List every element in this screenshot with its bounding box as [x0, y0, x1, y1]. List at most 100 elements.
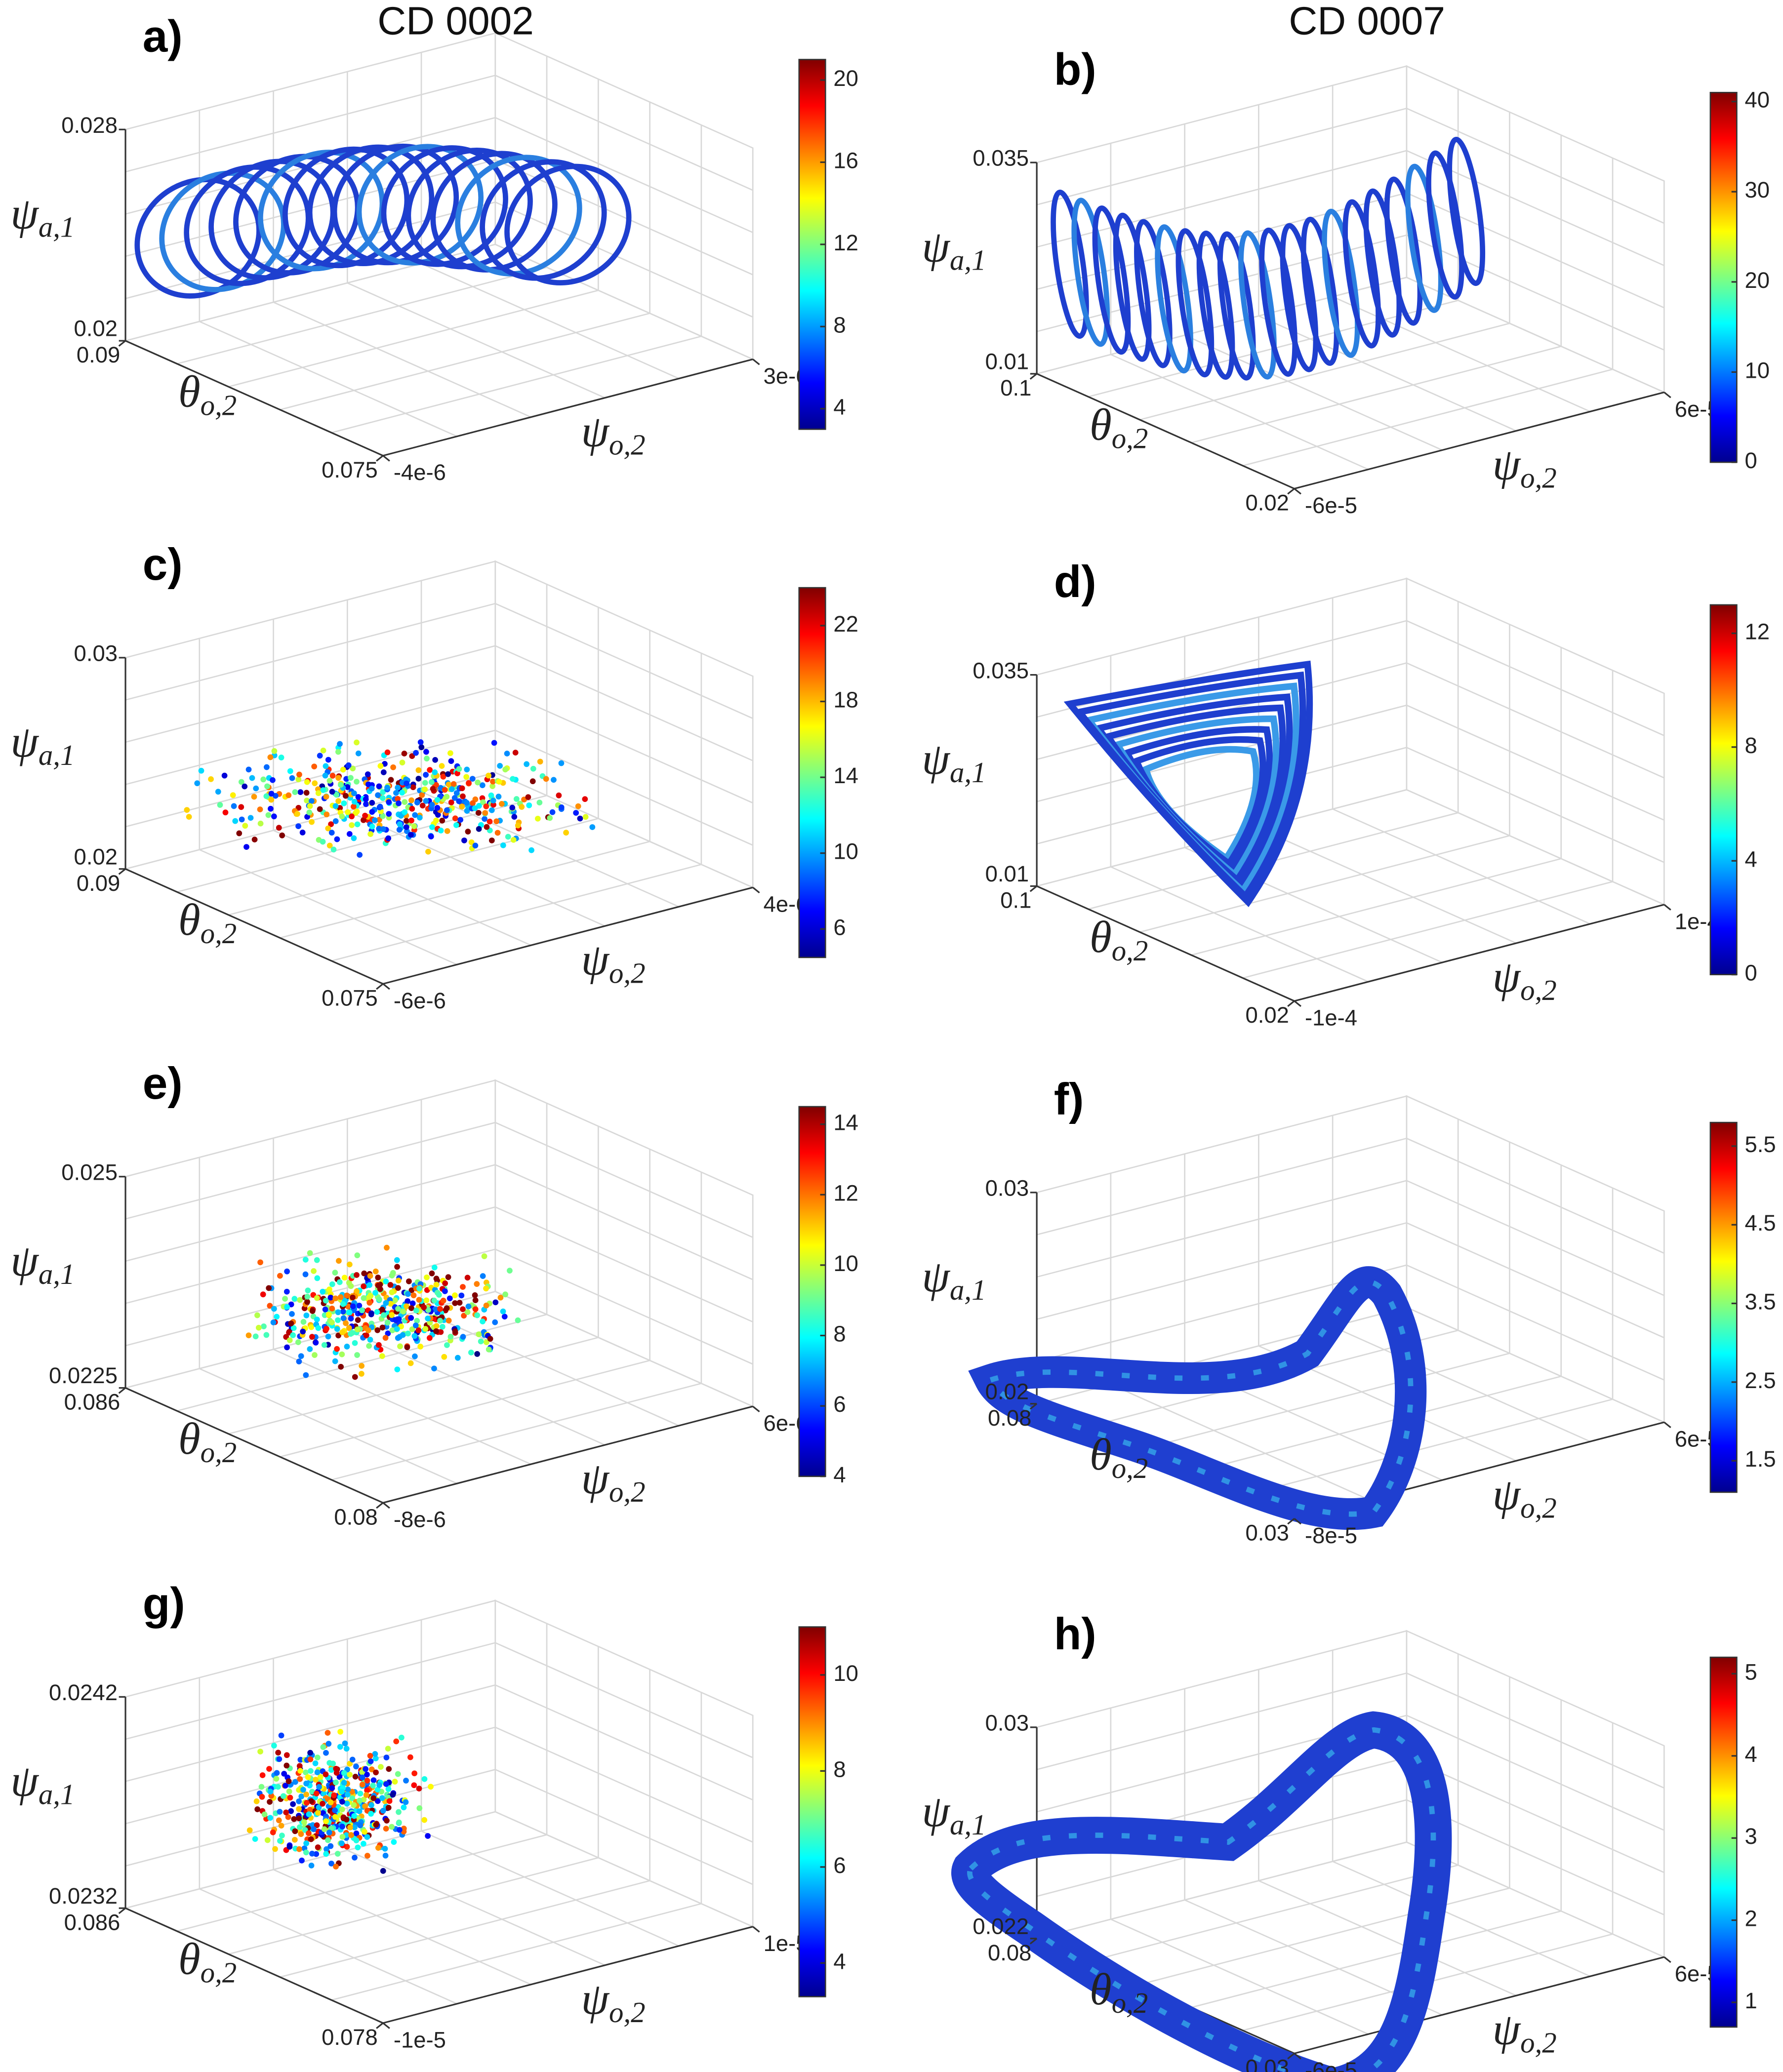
- scatter-dot: [303, 1769, 309, 1776]
- scatter-dot: [308, 1768, 314, 1774]
- box-grid: [125, 602, 496, 701]
- scatter-dot: [366, 1300, 373, 1306]
- y-tick-label: -1e-4: [1305, 1005, 1357, 1031]
- scatter-dot: [395, 1335, 401, 1341]
- scatter-dot: [403, 1799, 409, 1805]
- scatter-dot: [380, 1807, 386, 1814]
- scatter-dot: [444, 807, 450, 813]
- box-grid: [176, 1834, 547, 1932]
- scatter-dot: [401, 1826, 407, 1832]
- axis-symbol: ψ: [1493, 1469, 1521, 1519]
- scatter-dot: [252, 1836, 258, 1842]
- x-tick: [1029, 1403, 1038, 1410]
- y-tick-label: -6e-5: [1305, 2058, 1357, 2072]
- scatter-dot: [288, 1320, 294, 1327]
- y-tick: [382, 2022, 390, 2029]
- box-grid: [421, 263, 680, 379]
- scatter-dot: [363, 1766, 369, 1772]
- axis-subscript: o,2: [1112, 422, 1148, 454]
- scatter-dot: [392, 1779, 398, 1785]
- scatter-dot: [359, 1782, 365, 1788]
- scatter-dot: [323, 1851, 329, 1857]
- box-grid: [347, 1849, 606, 1966]
- scatter-dot: [401, 751, 407, 757]
- colorbar-tick-label: 18: [833, 687, 858, 713]
- scatter-dot: [512, 750, 519, 756]
- scatter-dot: [349, 1756, 356, 1763]
- scatter-dot: [383, 1826, 389, 1832]
- box-grid: [1406, 747, 1664, 863]
- scatter-dot: [423, 772, 429, 778]
- scatter-dot: [307, 1346, 313, 1352]
- scatter-dot: [380, 789, 386, 795]
- y-axis: [383, 1926, 753, 2024]
- scatter-dot: [345, 1786, 351, 1793]
- scatter-dot: [416, 1297, 422, 1303]
- box-grid: [495, 1206, 753, 1323]
- scatter-dot: [367, 1337, 373, 1343]
- scatter-dot: [414, 799, 420, 806]
- colorbar: [1709, 92, 1738, 463]
- scatter-dot: [445, 1274, 451, 1280]
- scatter-dot: [448, 758, 454, 764]
- scatter-dot: [387, 1282, 394, 1288]
- scatter-dot: [434, 797, 441, 803]
- scatter-dot: [339, 1806, 345, 1813]
- scatter-dot: [364, 1771, 370, 1778]
- axis-symbol: θ: [178, 1934, 201, 1984]
- panel-label: a): [143, 11, 183, 61]
- scatter-dot: [515, 822, 521, 829]
- box-grid: [495, 1248, 753, 1365]
- scatter-dot: [277, 1837, 283, 1844]
- scatter-dot: [278, 1732, 284, 1739]
- z-tick-label: 0.022: [973, 1913, 1029, 1939]
- scatter-dot: [354, 1326, 361, 1333]
- x-tick: [1029, 373, 1038, 380]
- z-tick-label: 0.02: [74, 316, 118, 341]
- scatter-dot: [296, 1815, 302, 1822]
- scatter-dot: [409, 753, 415, 759]
- scatter-dot: [303, 1780, 310, 1787]
- x-tick: [376, 2022, 384, 2029]
- colorbar-tick-label: 8: [833, 1321, 846, 1347]
- scatter-dot: [328, 1860, 334, 1867]
- scatter-dot: [323, 1771, 329, 1778]
- scatter-dot: [287, 1794, 293, 1801]
- trajectory-loop: [331, 143, 459, 266]
- scatter-dot: [526, 802, 532, 808]
- scatter-dot: [464, 808, 470, 814]
- scatter-dot: [379, 1795, 385, 1801]
- scatter-dot: [450, 781, 457, 787]
- scatter-dot: [326, 842, 333, 849]
- scatter-dot: [271, 813, 277, 820]
- colorbar-tick-label: 2: [1744, 1906, 1757, 1931]
- scatter-dot: [380, 795, 386, 801]
- scatter-dot: [368, 1811, 374, 1817]
- x-tick-label: 0.1: [1000, 375, 1031, 400]
- axis-symbol: θ: [1090, 1964, 1112, 2014]
- axis-symbol: θ: [1090, 1430, 1112, 1479]
- colorbar-tick-label: 4.5: [1744, 1210, 1776, 1235]
- colorbar-tick-label: 12: [1744, 619, 1770, 644]
- point-cloud: [1051, 137, 1486, 381]
- scatter-dot: [380, 826, 386, 832]
- box-grid: [1036, 747, 1407, 845]
- scatter-dot: [483, 1285, 489, 1292]
- scatter-dot: [333, 1864, 339, 1870]
- y-axis: [383, 1405, 753, 1504]
- axis-symbol: ψ: [581, 1974, 610, 2024]
- box-grid: [1110, 1384, 1369, 1500]
- scatter-dot: [480, 1273, 486, 1279]
- box-grid: [1110, 354, 1369, 470]
- scatter-dot: [394, 1326, 400, 1332]
- scatter-dot: [331, 1792, 337, 1798]
- axis-symbol: θ: [178, 366, 201, 416]
- y-tick: [1294, 1000, 1301, 1007]
- scatter-dot: [380, 769, 387, 775]
- scatter-dot: [563, 830, 569, 836]
- colorbar-tick-label: 30: [1744, 177, 1770, 202]
- scatter-dot: [325, 757, 331, 763]
- scatter-dot: [327, 1799, 334, 1805]
- scatter-dot: [490, 797, 496, 804]
- scatter-dot: [558, 760, 565, 766]
